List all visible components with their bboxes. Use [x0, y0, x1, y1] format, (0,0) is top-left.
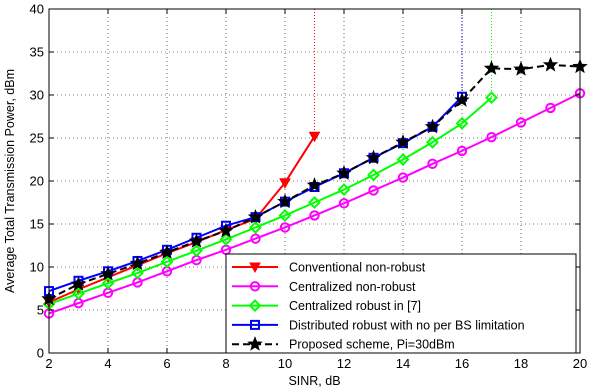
series — [41, 56, 588, 306]
data-point — [542, 56, 559, 72]
legend-label: Centralized robust in [7] — [289, 299, 421, 313]
legend-label: Proposed scheme, Pi=30dBm — [289, 338, 455, 352]
data-point — [72, 287, 85, 301]
data-point — [159, 244, 175, 259]
x-tick-label: 8 — [222, 356, 229, 371]
legend-label: Distributed robust with no per BS limita… — [289, 318, 525, 332]
x-tick-label: 4 — [104, 356, 111, 371]
data-point — [513, 61, 529, 76]
data-point — [188, 233, 205, 248]
data-point — [131, 266, 144, 280]
y-tick-label: 10 — [30, 260, 44, 275]
legend-marker — [249, 262, 261, 274]
data-point — [367, 168, 380, 182]
series — [42, 91, 498, 311]
x-tick-label: 18 — [514, 356, 528, 371]
data-point — [397, 172, 409, 183]
axis-ticks: 2 4 6 8 10 12 14 16 18 20 0 5 10 15 20 25 30 35 40 — [30, 2, 588, 372]
x-tick-label: 12 — [337, 356, 351, 371]
data-point — [483, 60, 500, 75]
data-point — [247, 209, 264, 224]
y-tick-label: 0 — [37, 346, 44, 361]
data-point — [306, 177, 323, 192]
legend-box — [225, 253, 577, 354]
legend: Conventional non-robust Centralized non-r… — [225, 253, 577, 354]
legend-marker — [248, 299, 262, 313]
x-tick-label: 10 — [278, 356, 292, 371]
legend-item: Proposed scheme, Pi=30dBm — [232, 336, 455, 352]
legend-item: Distributed robust with no per BS limita… — [232, 318, 525, 332]
legend-label: Centralized non-robust — [289, 280, 416, 294]
series-line — [48, 92, 581, 315]
data-point — [395, 134, 411, 149]
data-point — [427, 158, 438, 170]
data-point — [278, 208, 292, 222]
legend-marker — [247, 336, 263, 351]
x-tick-label: 14 — [396, 356, 410, 371]
data-point — [219, 233, 233, 246]
legend-label: Conventional non-robust — [289, 261, 426, 275]
legend-marker — [249, 281, 261, 292]
legend-item: Centralized robust in [7] — [232, 299, 421, 313]
x-tick-label: 6 — [163, 356, 170, 371]
legend-item: Centralized non-robust — [232, 280, 416, 294]
data-point — [424, 118, 441, 134]
data-point — [485, 91, 498, 104]
data-point — [456, 145, 468, 157]
series-line — [48, 96, 493, 305]
y-tick-label: 35 — [30, 45, 44, 60]
y-tick-label: 40 — [30, 2, 44, 17]
data-point — [368, 185, 379, 196]
x-tick-label: 16 — [455, 356, 469, 371]
data-point — [249, 221, 262, 234]
data-point — [100, 265, 116, 281]
data-point — [338, 198, 350, 209]
y-tick-label: 30 — [30, 88, 44, 103]
data-point — [336, 165, 352, 180]
data-point — [455, 116, 469, 130]
data-point — [365, 149, 382, 165]
data-point — [277, 193, 293, 209]
y-axis-label: Average Total Transmission Power, dBm — [3, 69, 17, 293]
data-point — [129, 255, 146, 271]
y-tick-label: 5 — [37, 303, 44, 318]
data-point — [218, 222, 234, 238]
data-point — [337, 183, 351, 197]
x-axis-label: SINR, dB — [288, 374, 340, 388]
data-point — [101, 276, 115, 290]
data-point — [190, 244, 203, 258]
x-tick-label: 20 — [573, 356, 587, 371]
data-point — [308, 131, 321, 143]
data-point — [426, 135, 439, 149]
data-point — [308, 196, 321, 209]
data-point — [486, 131, 497, 143]
data-point — [309, 210, 320, 221]
y-tick-label: 20 — [30, 174, 44, 189]
data-point — [515, 117, 527, 128]
data-point — [160, 255, 174, 269]
series-line — [48, 135, 316, 304]
data-point — [279, 178, 291, 189]
legend-marker — [250, 319, 260, 330]
series-group — [41, 56, 588, 319]
y-tick-label: 25 — [30, 131, 44, 146]
data-point — [279, 222, 291, 233]
data-point — [70, 276, 87, 291]
data-point — [454, 92, 470, 107]
x-tick-label: 2 — [45, 356, 52, 371]
data-point — [250, 233, 261, 244]
legend-item: Conventional non-robust — [232, 261, 426, 275]
data-point — [545, 102, 556, 114]
y-tick-label: 15 — [30, 217, 44, 232]
data-point — [396, 153, 410, 166]
vertical-marker-lines — [314, 9, 492, 137]
